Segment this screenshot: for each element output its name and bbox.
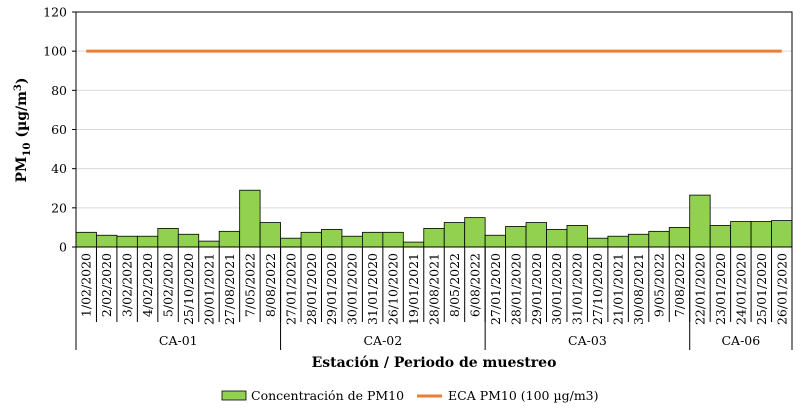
- x-tick-label: 26/10/2020: [386, 253, 401, 325]
- y-tick-label: 100: [43, 44, 67, 59]
- x-tick-label: 8/05/2022: [447, 253, 462, 317]
- y-tick-label: 120: [43, 5, 67, 20]
- bar: [198, 240, 220, 248]
- y-tick-label: 0: [59, 240, 67, 255]
- bar: [648, 230, 670, 248]
- y-tick-label: 20: [51, 200, 67, 215]
- bars: [75, 189, 793, 248]
- legend-bar-label: Concentración de PM10: [251, 388, 404, 403]
- bar: [321, 228, 343, 248]
- bar: [505, 226, 527, 248]
- bar: [259, 222, 281, 248]
- x-axis-title: Estación / Periodo de muestreo: [312, 355, 557, 371]
- station-groups: CA-01 CA-02 CA-03 CA-06: [75, 247, 793, 350]
- y-tick-label: 40: [51, 161, 67, 176]
- group-label: CA-06: [721, 333, 760, 348]
- y-tick-label: 60: [51, 122, 67, 137]
- bar: [361, 231, 384, 248]
- bar: [218, 230, 241, 248]
- bar: [525, 222, 547, 248]
- bar: [546, 228, 568, 248]
- bar: [730, 221, 752, 248]
- x-tick-labels: 1/02/2020 2/02/2020 3/02/2020 4/02/2020 5/02…: [75, 247, 793, 325]
- x-tick-label: 2/02/2020: [99, 253, 114, 317]
- x-tick-label: 28/01/2020: [304, 253, 319, 325]
- x-tick-label: 1/02/2020: [79, 253, 94, 317]
- bar: [689, 194, 711, 248]
- x-tick-label: 27/08/2021: [222, 253, 237, 325]
- bar: [750, 221, 772, 248]
- legend-line-label: ECA PM10 (100 µg/m3): [448, 388, 599, 403]
- x-tick-label: 20/01/2021: [201, 253, 216, 325]
- x-tick-label: 30/08/2021: [631, 253, 646, 325]
- bar: [341, 235, 363, 248]
- x-tick-label: 7/08/2022: [672, 253, 687, 317]
- group-label: CA-01: [159, 333, 198, 348]
- group-label: CA-02: [363, 333, 402, 348]
- x-tick-label: 31/01/2020: [365, 253, 380, 325]
- bar: [177, 233, 200, 248]
- x-tick-label: 27/01/2020: [283, 253, 298, 325]
- bar: [464, 217, 486, 248]
- bar: [587, 237, 609, 248]
- legend: Concentración de PM10 ECA PM10 (100 µg/m…: [221, 388, 599, 403]
- bar: [607, 235, 629, 248]
- bar: [627, 233, 650, 248]
- bar: [116, 235, 138, 248]
- bar: [709, 225, 732, 248]
- y-axis-title-unit-close: ): [14, 77, 30, 84]
- gridlines: [76, 50, 792, 209]
- x-tick-label: 21/01/2021: [611, 253, 626, 325]
- bar: [771, 220, 793, 248]
- y-axis-title-sub: 10: [22, 143, 33, 157]
- bar: [280, 237, 302, 248]
- bar: [239, 189, 261, 248]
- x-tick-label: 25/10/2020: [181, 253, 196, 325]
- x-tick-label: 27/10/2020: [590, 253, 605, 325]
- y-axis-title-sup: 3: [13, 84, 24, 91]
- bar: [668, 227, 691, 248]
- y-tick-label: 80: [51, 83, 67, 98]
- bar: [382, 231, 404, 248]
- x-tick-label: 4/02/2020: [140, 253, 155, 317]
- x-tick-label: 8/08/2022: [263, 253, 278, 317]
- x-tick-label: 31/01/2020: [570, 253, 585, 325]
- group-label: CA-03: [568, 333, 607, 348]
- x-tick-label: 30/01/2020: [549, 253, 564, 325]
- x-tick-label: 29/01/2020: [529, 253, 544, 325]
- bar: [75, 231, 97, 248]
- x-tick-label: 27/01/2020: [488, 253, 503, 325]
- x-tick-label: 30/01/2020: [345, 253, 360, 325]
- x-tick-label: 24/01/2020: [733, 253, 748, 325]
- bar: [484, 234, 506, 248]
- bar: [300, 231, 322, 248]
- bar: [443, 222, 466, 248]
- bar: [96, 234, 118, 248]
- x-tick-label: 19/01/2021: [406, 253, 421, 325]
- x-tick-label: 5/02/2020: [161, 253, 176, 317]
- x-tick-label: 29/01/2020: [324, 253, 339, 325]
- y-axis-title-unit-open: (µg/m: [14, 91, 30, 143]
- bar: [566, 225, 588, 248]
- x-tick-label: 3/02/2020: [120, 253, 135, 317]
- legend-bar-swatch: [221, 390, 247, 401]
- x-tick-label: 28/01/2020: [508, 253, 523, 325]
- bar: [136, 235, 159, 248]
- x-tick-label: 7/05/2022: [242, 253, 257, 317]
- bar: [402, 241, 425, 248]
- x-tick-label: 22/01/2020: [692, 253, 707, 325]
- x-tick-label: 6/08/2022: [467, 253, 482, 317]
- bar: [423, 227, 445, 248]
- x-tick-label: 28/08/2021: [427, 253, 442, 325]
- y-axis-title: PM10 (µg/m3): [13, 77, 33, 182]
- bar: [157, 227, 179, 248]
- y-tick-labels: 0 20 40 60 80 100 120: [43, 5, 76, 255]
- y-axis-title-main: PM: [14, 156, 30, 182]
- x-tick-label: 26/01/2020: [774, 253, 789, 325]
- x-tick-label: 23/01/2020: [713, 253, 728, 325]
- x-tick-label: 9/05/2022: [652, 253, 667, 317]
- x-tick-label: 25/01/2020: [754, 253, 769, 325]
